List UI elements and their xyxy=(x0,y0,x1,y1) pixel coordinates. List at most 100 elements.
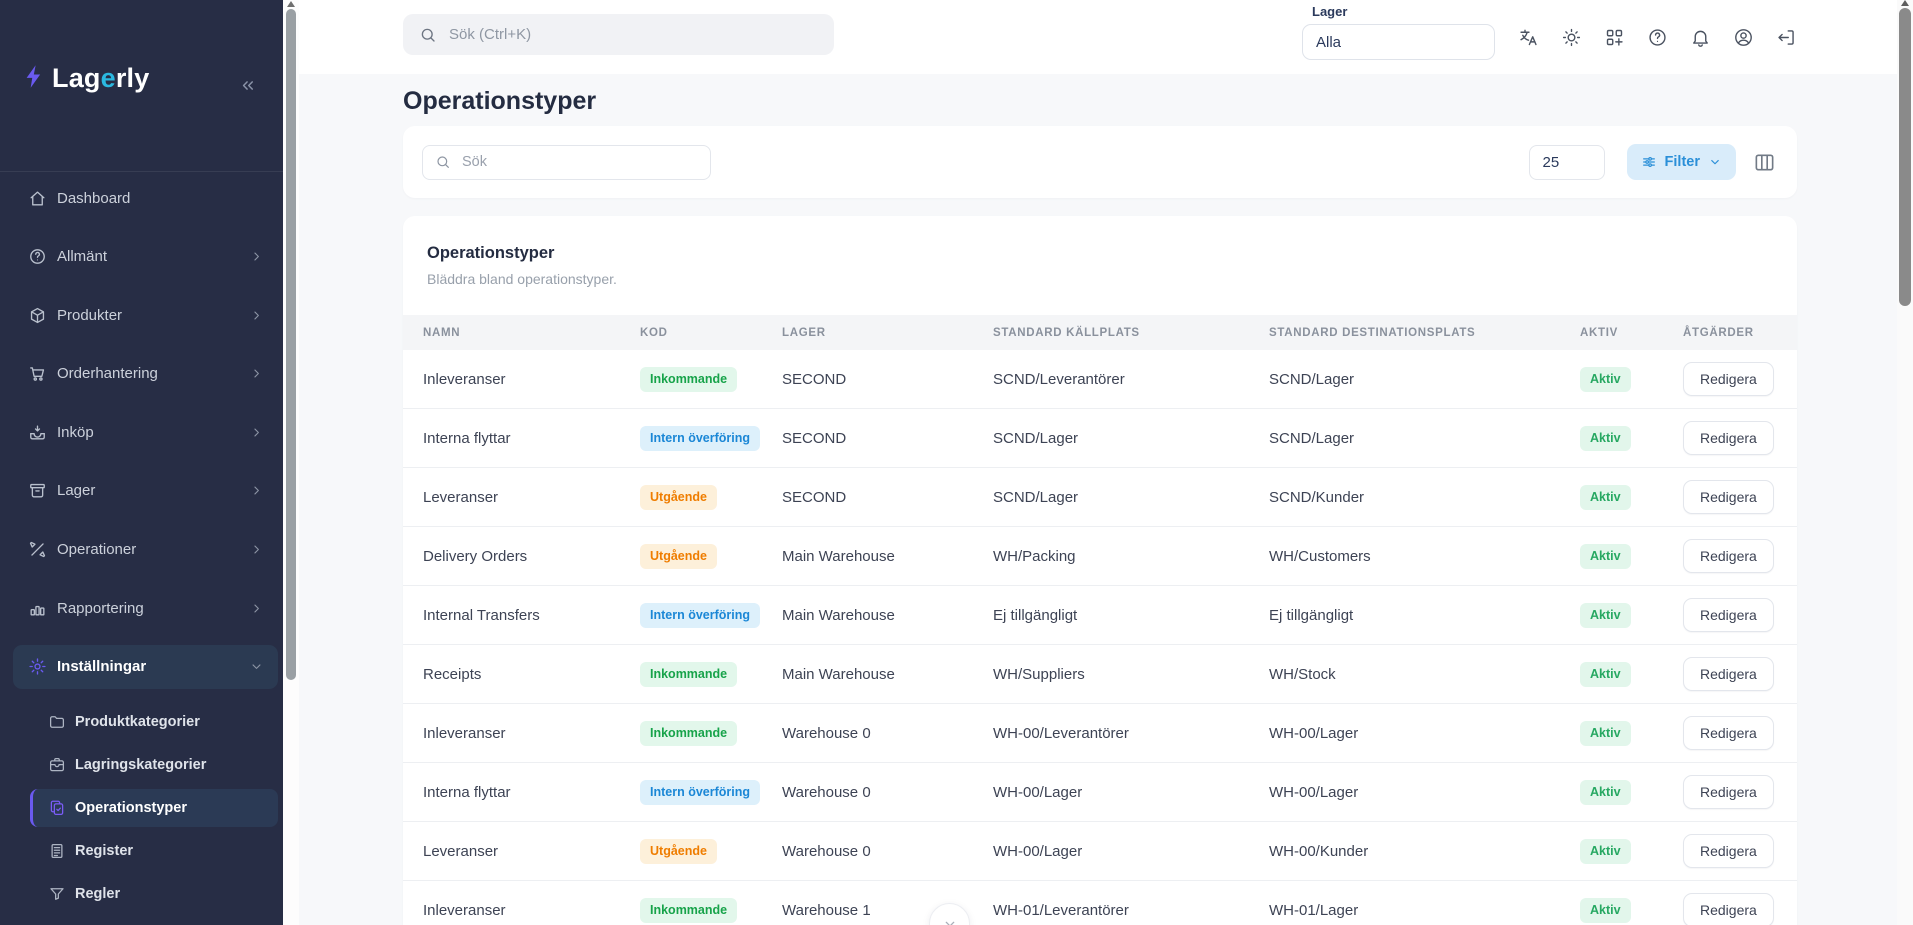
warehouse-selector: Lager xyxy=(1302,4,1495,60)
source-cell: WH/Suppliers xyxy=(973,644,1249,704)
edit-button[interactable]: Redigera xyxy=(1683,539,1774,573)
sidebar-subitem-label: Operationstyper xyxy=(75,799,187,816)
logout-icon[interactable] xyxy=(1776,27,1797,48)
page-title: Operationstyper xyxy=(403,87,597,115)
edit-button[interactable]: Redigera xyxy=(1683,657,1774,691)
edit-button[interactable]: Redigera xyxy=(1683,834,1774,868)
sidebar-nav: Dashboard Allmänt Produkter Orderhantering I… xyxy=(0,172,283,925)
lager-cell: Warehouse 0 xyxy=(762,762,973,822)
scrollbar-up-arrow[interactable] xyxy=(1901,0,1909,6)
sidebar-subitem-produktkategorier[interactable]: Produktkategorier xyxy=(0,700,283,743)
sidebar-subitem-register[interactable]: Register xyxy=(0,829,283,872)
name-cell: Internal Transfers xyxy=(403,585,620,645)
sidebar-subitem-lagerinst-llningar[interactable]: Lagerinställningar xyxy=(0,915,283,925)
edit-button[interactable]: Redigera xyxy=(1683,716,1774,750)
sidebar-subitem-operationstyper[interactable]: Operationstyper xyxy=(0,786,283,829)
source-value: Ej tillgängligt xyxy=(993,606,1078,624)
sidebar-item-operationer[interactable]: Operationer xyxy=(0,528,283,572)
edit-button[interactable]: Redigera xyxy=(1683,480,1774,514)
sidebar-subitem-label: Regler xyxy=(75,885,121,902)
edit-button[interactable]: Redigera xyxy=(1683,893,1774,925)
main-scrollbar-thumb[interactable] xyxy=(1899,8,1911,306)
brand-logo: Lagerly xyxy=(21,63,149,95)
main-scrollbar[interactable] xyxy=(1897,0,1913,925)
sidebar-collapse-icon[interactable] xyxy=(238,76,257,100)
kod-badge: Utgående xyxy=(640,484,717,510)
sidebar-item-label: Inställningar xyxy=(57,658,147,676)
warehouse-input[interactable] xyxy=(1302,24,1495,60)
sidebar-item-allm-nt[interactable]: Allmänt xyxy=(0,235,283,279)
lager-cell: Warehouse 0 xyxy=(762,821,973,881)
sidebar-scrollbar[interactable] xyxy=(283,0,299,925)
sidebar-item-ink-p[interactable]: Inköp xyxy=(0,410,283,454)
edit-button[interactable]: Redigera xyxy=(1683,362,1774,396)
dest-cell: SCND/Lager xyxy=(1249,350,1560,409)
page-size-input[interactable] xyxy=(1528,144,1605,180)
table-search-input[interactable] xyxy=(460,153,698,171)
help-icon xyxy=(28,247,47,266)
sidebar-item-lager[interactable]: Lager xyxy=(0,469,283,513)
bell-icon[interactable] xyxy=(1690,27,1711,48)
sidebar-item-label: Produkter xyxy=(57,306,123,324)
table-body: Inleveranser Inkommande SECOND SCND/Leveran… xyxy=(403,350,1797,925)
aktiv-cell: Aktiv xyxy=(1560,350,1663,409)
source-cell: WH-01/Leverantörer xyxy=(973,880,1249,925)
edit-button[interactable]: Redigera xyxy=(1683,421,1774,455)
translate-icon[interactable] xyxy=(1518,27,1539,48)
sidebar-item-label: Rapportering xyxy=(57,599,144,617)
actions-cell: Redigera xyxy=(1663,526,1797,586)
lager-value: SECOND xyxy=(782,429,847,447)
sidebar-scrollbar-thumb[interactable] xyxy=(286,9,296,680)
sidebar-item-orderhantering[interactable]: Orderhantering xyxy=(0,352,283,396)
sidebar-item-inst-llningar[interactable]: Inställningar xyxy=(0,644,283,689)
edit-button[interactable]: Redigera xyxy=(1683,598,1774,632)
sidebar-subitem-label: Lagringskategorier xyxy=(75,756,207,773)
aktiv-cell: Aktiv xyxy=(1560,762,1663,822)
column-header-kod: KOD xyxy=(620,315,762,350)
aktiv-badge: Aktiv xyxy=(1580,661,1631,687)
name-value: Inleveranser xyxy=(423,724,506,742)
sidebar-subitem-lagringskategorier[interactable]: Lagringskategorier xyxy=(0,743,283,786)
card-title: Operationstyper xyxy=(427,244,555,262)
toolbar: Filter xyxy=(403,126,1797,198)
scrollbar-up-arrow[interactable] xyxy=(287,1,295,7)
sidebar-item-produkter[interactable]: Produkter xyxy=(0,293,283,337)
actions-cell: Redigera xyxy=(1663,467,1797,527)
aktiv-cell: Aktiv xyxy=(1560,821,1663,881)
source-value: WH/Suppliers xyxy=(993,665,1085,683)
column-header-namn: NAMN xyxy=(403,315,620,350)
table-search[interactable] xyxy=(422,144,711,180)
source-cell: SCND/Leverantörer xyxy=(973,350,1249,409)
global-search-input[interactable] xyxy=(447,25,818,44)
topbar: Lager xyxy=(299,0,1897,74)
help-icon[interactable] xyxy=(1647,27,1668,48)
actions-cell: Redigera xyxy=(1663,880,1797,925)
lager-value: Main Warehouse xyxy=(782,606,895,624)
aktiv-badge: Aktiv xyxy=(1580,838,1631,864)
edit-button[interactable]: Redigera xyxy=(1683,775,1774,809)
source-cell: WH-00/Leverantörer xyxy=(973,703,1249,763)
dest-cell: WH-00/Kunder xyxy=(1249,821,1560,881)
source-value: WH-00/Lager xyxy=(993,783,1083,801)
archive-icon xyxy=(28,481,47,500)
apps-icon[interactable] xyxy=(1604,27,1625,48)
chevron-right-icon xyxy=(249,425,264,440)
dest-cell: WH-00/Lager xyxy=(1249,762,1560,822)
filter-button[interactable]: Filter xyxy=(1626,144,1736,180)
sidebar-subitem-regler[interactable]: Regler xyxy=(0,872,283,915)
lager-cell: SECOND xyxy=(762,350,973,409)
sidebar-item-rapportering[interactable]: Rapportering xyxy=(0,586,283,630)
actions-cell: Redigera xyxy=(1663,703,1797,763)
account-icon[interactable] xyxy=(1733,27,1754,48)
sidebar-item-dashboard[interactable]: Dashboard xyxy=(0,176,283,220)
sidebar-item-label: Dashboard xyxy=(57,189,131,207)
lager-cell: SECOND xyxy=(762,467,973,527)
lager-value: Warehouse 0 xyxy=(782,842,871,860)
global-search[interactable] xyxy=(403,14,834,55)
sun-icon[interactable] xyxy=(1561,27,1582,48)
name-cell: Receipts xyxy=(403,644,620,704)
sidebar: Lagerly Dashboard Allmänt Produkter Orderha… xyxy=(0,0,283,925)
aktiv-cell: Aktiv xyxy=(1560,880,1663,925)
columns-toggle-button[interactable] xyxy=(1753,151,1776,174)
